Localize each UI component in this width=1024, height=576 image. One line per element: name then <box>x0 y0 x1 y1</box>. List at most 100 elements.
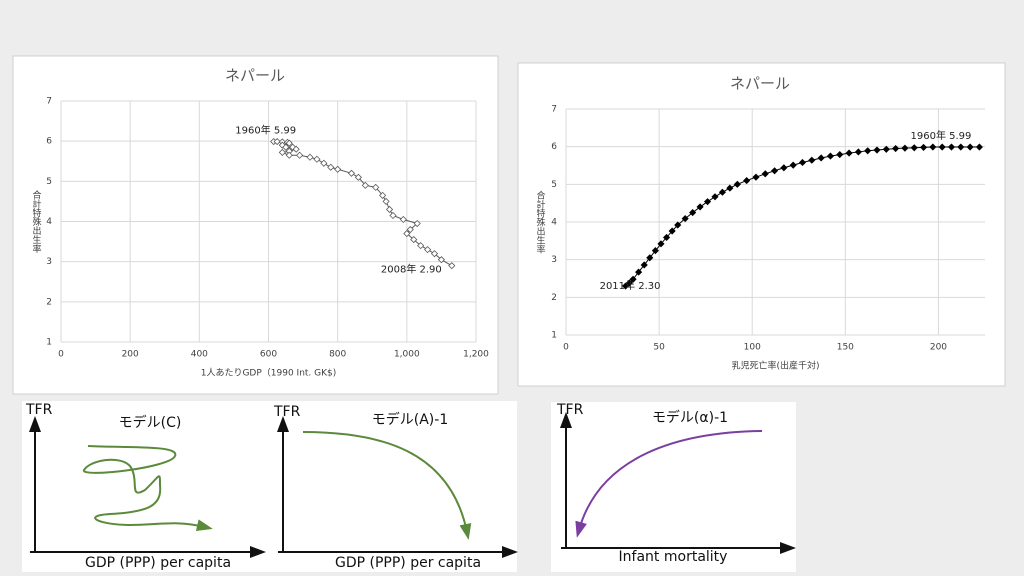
x-axis-label: 乳児死亡率(出産千対) <box>731 360 819 372</box>
diagram-title: モデル(α)-1 <box>652 409 728 426</box>
data-point <box>966 143 974 151</box>
data-point <box>901 144 909 152</box>
axis-label: TFR <box>25 402 53 418</box>
data-point <box>938 143 946 151</box>
data-point <box>873 146 881 154</box>
curve <box>82 445 213 532</box>
data-point <box>657 240 665 248</box>
x-tick-label: 150 <box>837 343 854 353</box>
data-point <box>296 151 304 159</box>
data-point <box>285 151 293 159</box>
data-point <box>406 225 414 234</box>
y-axis-label: 合計特殊出生率 <box>31 189 42 254</box>
annotation: 2008年 2.90 <box>381 263 442 276</box>
data-point <box>385 205 394 214</box>
data-point <box>382 197 390 205</box>
data-point <box>282 143 290 151</box>
x-tick-label: 600 <box>260 350 277 360</box>
data-point <box>864 147 872 155</box>
data-point <box>752 173 760 181</box>
diagram-panel <box>22 401 517 572</box>
data-point <box>662 233 671 242</box>
y-tick-label: 6 <box>551 142 557 152</box>
y-tick-label: 1 <box>551 331 557 341</box>
x-axis-label: 1人あたりGDP（1990 Int. GK$) <box>201 368 337 379</box>
data-point <box>726 184 734 192</box>
data-point <box>892 144 900 153</box>
data-point <box>285 139 293 147</box>
diagram-panel <box>551 402 796 572</box>
data-point <box>703 198 712 206</box>
x-tick-label: 200 <box>122 350 139 360</box>
data-point <box>681 215 689 223</box>
data-point <box>320 159 328 167</box>
x-tick-label: 400 <box>191 350 208 360</box>
data-point <box>372 183 380 191</box>
data-point <box>424 246 432 254</box>
data-point <box>651 247 659 255</box>
diagram-title: モデル(A)-1 <box>372 411 448 428</box>
data-point <box>957 143 965 151</box>
data-point <box>399 215 407 224</box>
data-point <box>826 152 835 160</box>
data-point <box>361 181 369 189</box>
data-point <box>354 173 362 181</box>
data-point <box>403 229 411 238</box>
y-tick-label: 3 <box>551 255 557 265</box>
curve <box>575 430 763 538</box>
data-point <box>882 145 890 153</box>
data-point <box>625 279 633 287</box>
data-point <box>306 153 314 161</box>
y-tick-label: 7 <box>551 105 557 115</box>
data-point <box>854 148 862 156</box>
data-point <box>743 177 751 185</box>
diagram-title: モデル(C) <box>119 414 182 431</box>
data-point <box>640 261 648 269</box>
data-point <box>817 154 825 162</box>
chart-panel <box>517 62 1006 387</box>
y-axis-label: 合計特殊出生率 <box>535 189 546 254</box>
y-tick-label: 3 <box>46 257 52 267</box>
data-point <box>292 145 300 153</box>
annotation: 2011年 2.30 <box>600 279 661 292</box>
y-tick-label: 1 <box>46 338 52 348</box>
data-point <box>929 143 937 151</box>
chart-title: ネパール <box>225 67 285 85</box>
data-point <box>689 209 697 217</box>
x-tick-label: 50 <box>653 343 665 353</box>
data-point <box>668 227 676 235</box>
x-tick-label: 800 <box>329 350 346 360</box>
x-tick-label: 1,200 <box>463 350 489 360</box>
data-point <box>635 268 643 276</box>
data-point <box>836 151 844 159</box>
data-point <box>975 143 983 151</box>
y-tick-label: 2 <box>551 293 557 303</box>
data-point <box>417 242 425 250</box>
data-point <box>334 165 342 173</box>
x-label: GDP (PPP) per capita <box>85 555 231 571</box>
annotation: 1960年 5.99 <box>911 129 972 142</box>
y-tick-label: 4 <box>551 218 557 228</box>
data-point <box>448 262 456 270</box>
y-tick-label: 7 <box>46 97 52 107</box>
data-point <box>327 163 335 171</box>
x-label: Infant mortality <box>619 549 728 565</box>
annotation: 1960年 5.99 <box>235 124 296 137</box>
axis-label: TFR <box>273 404 301 420</box>
y-tick-label: 5 <box>551 180 557 190</box>
x-tick-label: 0 <box>563 343 569 353</box>
data-point <box>947 143 956 151</box>
data-point <box>761 170 769 178</box>
x-tick-label: 100 <box>744 343 761 353</box>
data-point <box>771 167 779 175</box>
data-point <box>711 193 719 201</box>
data-point <box>430 250 439 258</box>
data-point <box>313 155 321 163</box>
data-point <box>798 158 807 167</box>
data-point <box>389 211 397 220</box>
data-point <box>646 254 654 262</box>
data-point <box>696 203 704 211</box>
data-point <box>413 219 421 228</box>
y-tick-label: 5 <box>46 177 52 187</box>
